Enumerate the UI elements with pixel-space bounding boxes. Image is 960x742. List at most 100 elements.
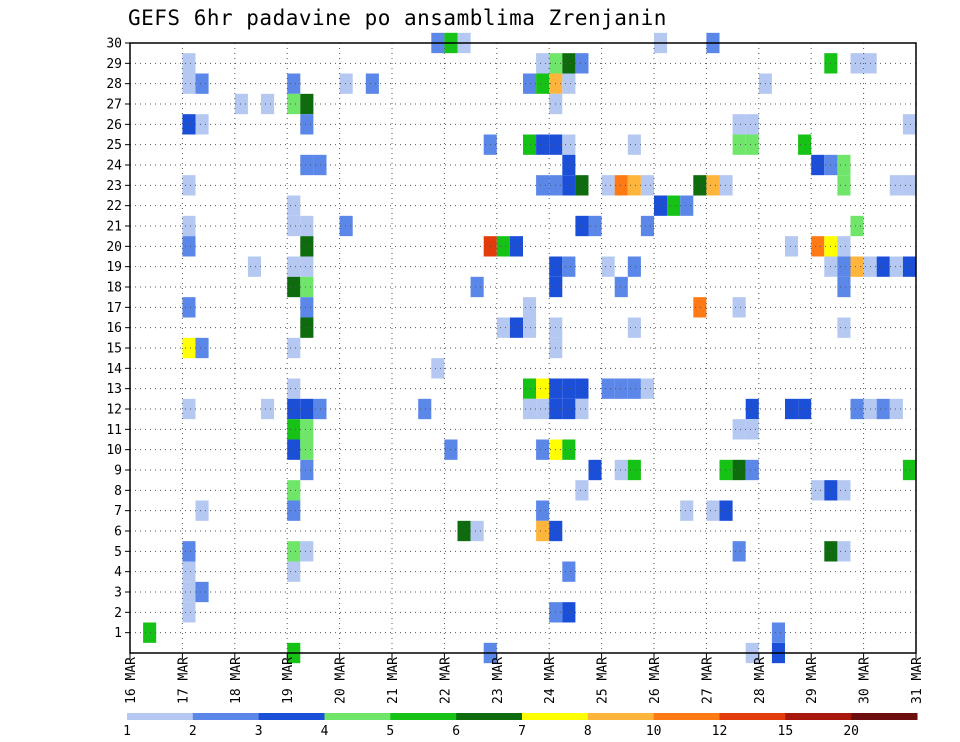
heatmap-cell bbox=[640, 175, 654, 196]
heatmap-cell bbox=[785, 398, 799, 420]
heatmap-cell bbox=[837, 480, 851, 501]
x-tick-label: 26 MAR bbox=[648, 657, 663, 704]
heatmap-cell bbox=[614, 459, 628, 481]
heatmap-cell bbox=[536, 175, 550, 196]
heatmap-cell bbox=[182, 114, 196, 135]
x-tick-label: 25 MAR bbox=[596, 657, 611, 704]
heatmap-cell bbox=[680, 500, 694, 521]
heatmap-cell bbox=[287, 398, 301, 420]
heatmap-cell bbox=[300, 541, 314, 562]
y-tick-label: 5 bbox=[114, 545, 122, 560]
cells-layer bbox=[143, 32, 916, 664]
y-tick-label: 4 bbox=[114, 565, 122, 580]
y-axis: 1234567891011121314151617181920212223242… bbox=[106, 37, 130, 641]
heatmap-cell bbox=[523, 73, 537, 94]
heatmap-cell bbox=[693, 175, 707, 196]
colorbar-label: 5 bbox=[386, 724, 394, 739]
y-tick-label: 1 bbox=[114, 626, 122, 641]
x-tick-label: 24 MAR bbox=[543, 657, 558, 704]
heatmap-cell bbox=[536, 439, 550, 460]
colorbar-swatch bbox=[719, 713, 786, 720]
heatmap-cell bbox=[706, 175, 720, 196]
heatmap-cell bbox=[902, 175, 916, 196]
heatmap-cell bbox=[837, 175, 851, 196]
y-tick-label: 29 bbox=[106, 57, 122, 72]
heatmap-cell bbox=[182, 297, 196, 318]
heatmap-cell bbox=[300, 398, 314, 420]
heatmap-cell bbox=[837, 541, 851, 562]
heatmap-cell bbox=[287, 337, 301, 359]
y-tick-label: 7 bbox=[114, 504, 122, 519]
heatmap-cell bbox=[195, 337, 209, 359]
y-tick-label: 10 bbox=[106, 443, 122, 458]
heatmap-cell bbox=[902, 114, 916, 135]
heatmap-cell bbox=[287, 215, 301, 237]
heatmap-cell bbox=[614, 378, 628, 399]
heatmap-cell bbox=[693, 297, 707, 318]
heatmap-cell bbox=[182, 602, 196, 623]
y-tick-label: 12 bbox=[106, 403, 122, 418]
heatmap-cell bbox=[601, 175, 615, 196]
y-tick-label: 28 bbox=[106, 77, 122, 92]
heatmap-cell bbox=[575, 398, 589, 420]
colorbar-swatch bbox=[127, 713, 194, 720]
y-tick-label: 14 bbox=[106, 362, 122, 377]
heatmap-cell bbox=[627, 459, 641, 481]
heatmap-cell bbox=[300, 154, 314, 176]
heatmap-cell bbox=[562, 256, 576, 277]
heatmap-cell bbox=[234, 93, 248, 115]
heatmap-cell bbox=[523, 398, 537, 420]
heatmap-cell bbox=[850, 398, 864, 420]
heatmap-cell bbox=[431, 358, 445, 379]
heatmap-cell bbox=[195, 73, 209, 94]
heatmap-cell bbox=[523, 378, 537, 399]
heatmap-cell bbox=[902, 459, 916, 481]
heatmap-cell bbox=[287, 419, 301, 440]
heatmap-cell bbox=[300, 114, 314, 135]
heatmap-cell bbox=[287, 561, 301, 582]
heatmap-cell bbox=[496, 236, 510, 257]
y-tick-label: 13 bbox=[106, 382, 122, 397]
heatmap-cell bbox=[837, 276, 851, 298]
heatmap-cell bbox=[536, 378, 550, 399]
heatmap-cell bbox=[300, 236, 314, 257]
colorbar-label: 10 bbox=[646, 724, 662, 739]
heatmap-cell bbox=[640, 378, 654, 399]
heatmap-cell bbox=[300, 297, 314, 318]
heatmap-cell bbox=[837, 317, 851, 338]
heatmap-cell bbox=[509, 317, 523, 338]
heatmap-cell bbox=[523, 297, 537, 318]
heatmap-cell bbox=[536, 134, 550, 155]
heatmap-cell bbox=[143, 622, 157, 643]
colorbar-label: 1 bbox=[123, 724, 131, 739]
heatmap-cell bbox=[798, 398, 812, 420]
x-tick-label: 16 MAR bbox=[124, 657, 139, 704]
heatmap-cell bbox=[562, 154, 576, 176]
y-tick-label: 27 bbox=[106, 98, 122, 113]
heatmap-cell bbox=[837, 256, 851, 277]
heatmap-cell bbox=[195, 500, 209, 521]
heatmap-cell bbox=[562, 602, 576, 623]
heatmap-cell bbox=[575, 480, 589, 501]
heatmap-cell bbox=[562, 398, 576, 420]
heatmap-cell bbox=[470, 276, 484, 298]
heatmap-cell bbox=[339, 215, 353, 237]
heatmap-cell bbox=[562, 73, 576, 94]
heatmap-cell bbox=[837, 154, 851, 176]
heatmap-cell bbox=[771, 622, 785, 643]
colorbar-swatch bbox=[851, 713, 918, 720]
heatmap-cell bbox=[745, 114, 759, 135]
heatmap-cell bbox=[287, 541, 301, 562]
heatmap-cell bbox=[261, 398, 275, 420]
heatmap-cell bbox=[457, 520, 471, 542]
heatmap-cell bbox=[798, 134, 812, 155]
colorbar-swatch bbox=[653, 713, 720, 720]
heatmap-cell bbox=[850, 256, 864, 277]
y-tick-label: 21 bbox=[106, 220, 122, 235]
heatmap-cell bbox=[575, 175, 589, 196]
y-tick-label: 20 bbox=[106, 240, 122, 255]
colorbar-label: 20 bbox=[843, 724, 859, 739]
heatmap-cell bbox=[640, 215, 654, 237]
x-tick-label: 23 MAR bbox=[491, 657, 506, 704]
heatmap-cell bbox=[627, 256, 641, 277]
